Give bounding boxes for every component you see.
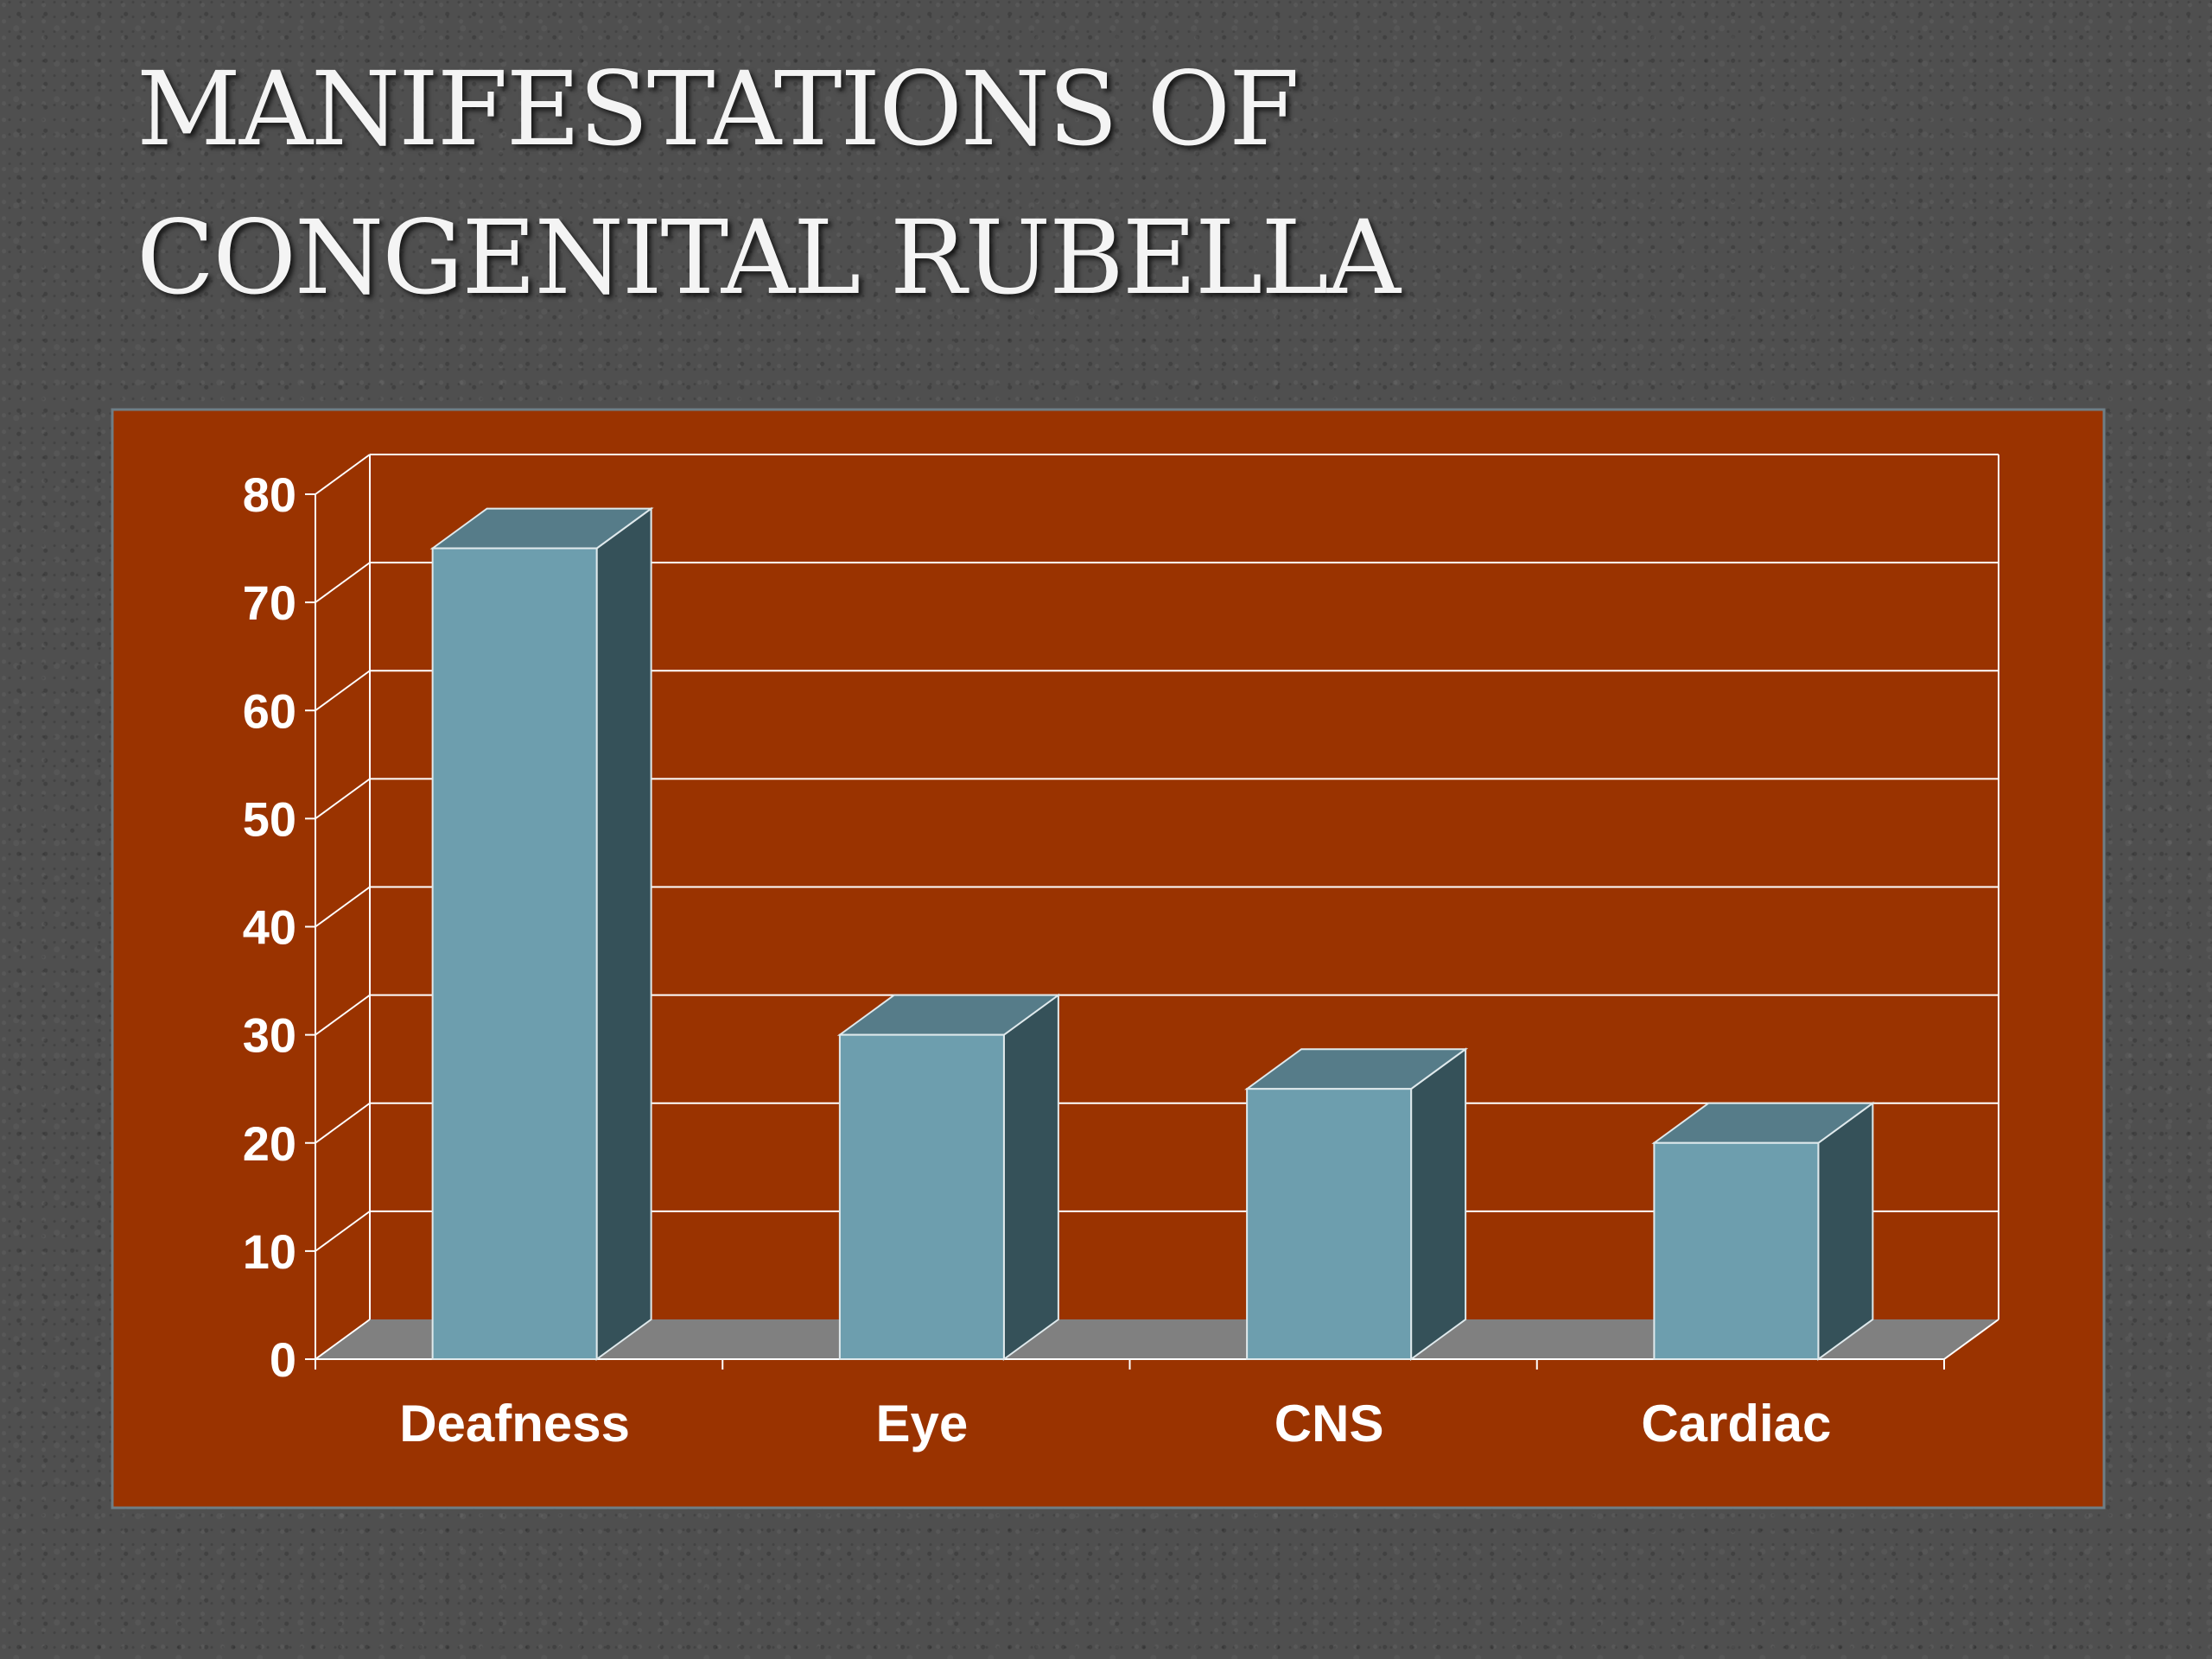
y-tick-label: 70: [243, 575, 296, 630]
x-tick-label-cardiac: Cardiac: [1641, 1395, 1831, 1452]
x-axis-tick-labels: Deafness Eye CNS Cardiac: [399, 1395, 1831, 1452]
side-gridline: [315, 1102, 371, 1144]
y-tick-label: 20: [243, 1116, 296, 1171]
bar-cns: [1244, 1047, 1469, 1361]
bar-front-face: [1653, 1141, 1820, 1360]
y-tick-label: 60: [243, 683, 296, 738]
bar-front-face: [1246, 1088, 1413, 1360]
side-gridline: [315, 886, 371, 928]
bar-side-face: [1410, 1047, 1467, 1361]
y-tick-label: 0: [270, 1332, 296, 1387]
bar-side-face: [1002, 993, 1059, 1361]
y-axis-tick-labels: 0 10 20 30 40 50 60 70 80: [243, 467, 296, 1387]
y-tick-label: 40: [243, 900, 296, 955]
slide-title: MANIFESTATIONS OF CONGENITAL RUBELLA: [137, 35, 1778, 332]
side-gridline: [315, 670, 371, 712]
x-tick-label-cns: CNS: [1274, 1395, 1384, 1452]
side-gridline: [315, 1211, 371, 1252]
slide-title-line-1: MANIFESTATIONS OF: [137, 49, 1300, 168]
x-tick-label-eye: Eye: [875, 1395, 968, 1452]
chart-bars: [429, 506, 1876, 1361]
side-gridline: [315, 1319, 371, 1360]
bar-cardiac: [1651, 1101, 1876, 1361]
floor-plane: [315, 1319, 1999, 1359]
y-tick-label: 10: [243, 1224, 296, 1279]
bar-front-face: [838, 1033, 1005, 1360]
x-tick-label-deafness: Deafness: [399, 1395, 630, 1452]
side-gridline: [315, 778, 371, 820]
side-gridline: [315, 994, 371, 1036]
y-tick-label: 50: [243, 791, 296, 846]
floor-right-edge: [1943, 1319, 1999, 1360]
bar-deafness: [429, 506, 654, 1361]
bar-eye: [836, 993, 1061, 1361]
chart-floor: [315, 1319, 1999, 1359]
bar-side-face: [1817, 1101, 1874, 1361]
bar-side-face: [595, 506, 652, 1361]
y-tick-label: 30: [243, 1008, 296, 1063]
bar-front-face: [431, 547, 598, 1360]
side-gridline: [315, 562, 371, 603]
slide-title-line-2: CONGENITAL RUBELLA: [137, 198, 1401, 317]
y-tick-label: 80: [243, 467, 296, 522]
side-gridline: [315, 454, 371, 495]
